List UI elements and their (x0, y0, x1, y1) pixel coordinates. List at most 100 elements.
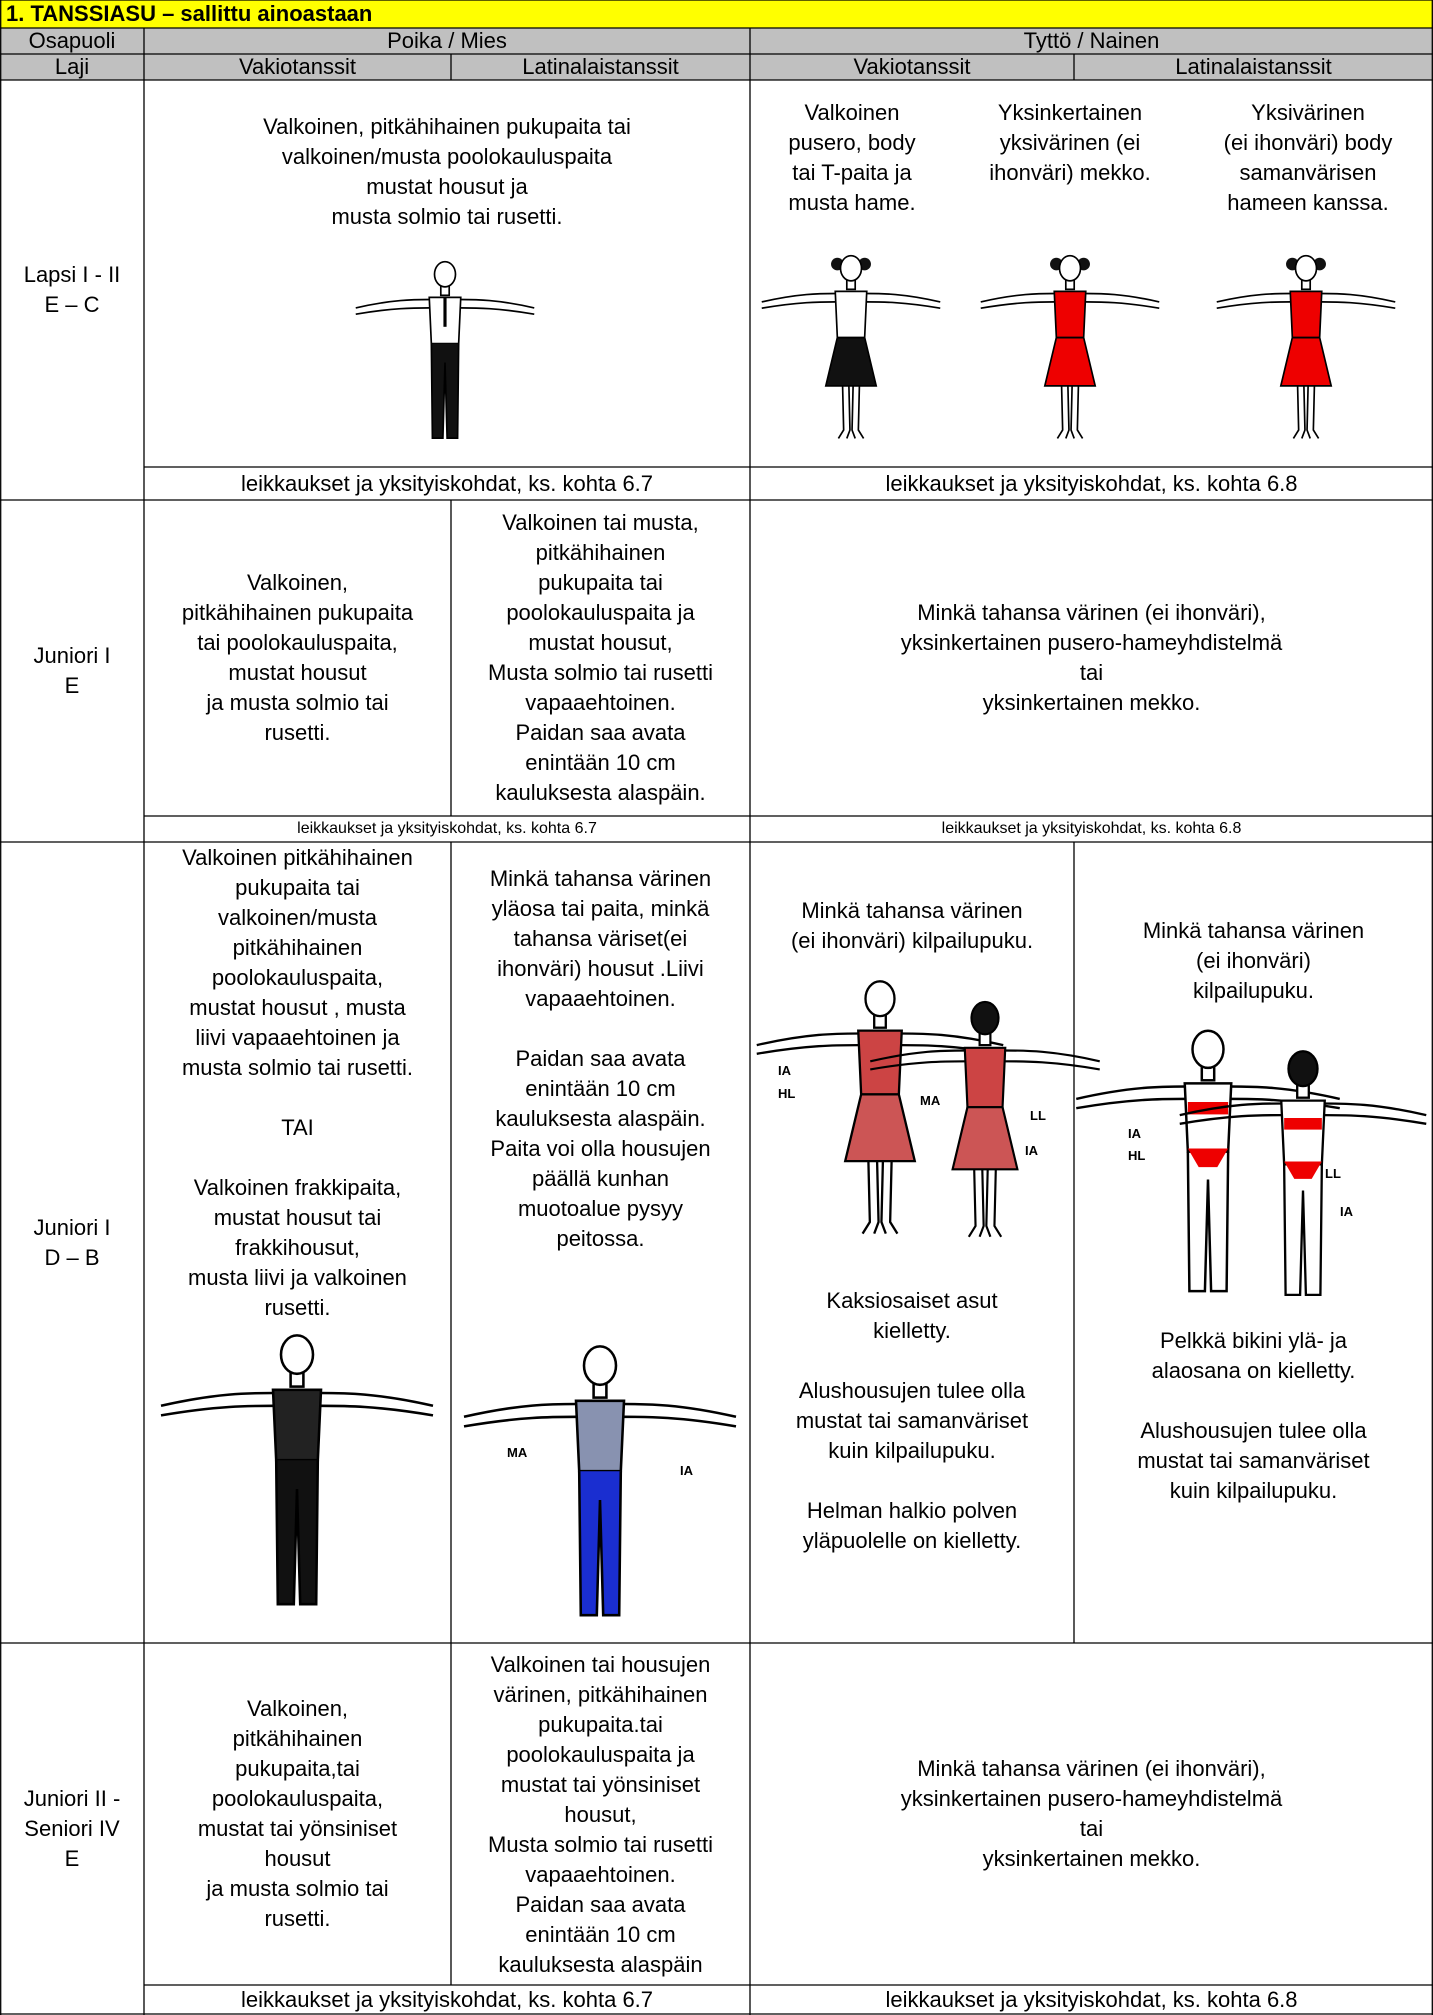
header-cell: Tyttö / Nainen (1023, 28, 1160, 53)
figure (870, 1000, 1100, 1238)
title-bg (0, 0, 1433, 28)
arms-lower (463, 1415, 737, 1428)
figure-label: MA (507, 1445, 528, 1460)
head (1287, 1050, 1319, 1088)
cell-text: Valkoinen tai housujen värinen, pitkähih… (488, 1651, 713, 1977)
skirt (1043, 336, 1097, 387)
head (582, 1345, 618, 1387)
note: leikkaukset ja yksityiskohdat, ks. kohta… (297, 820, 597, 837)
arms-lower (160, 1404, 434, 1417)
figure (160, 1334, 434, 1606)
head (279, 1334, 315, 1376)
torso (574, 1399, 626, 1473)
figure-label: IA (1128, 1126, 1142, 1141)
header-cell: Osapuoli (28, 28, 116, 53)
cell-text: Minkä tahansa värinen (ei ihonväri) kilp… (1142, 918, 1365, 1003)
legs (577, 1471, 623, 1617)
cell-text: Valkoinen pitkähihainen pukupaita tai va… (181, 845, 414, 1320)
torso (963, 1046, 1007, 1109)
legs (1186, 1151, 1230, 1293)
legs (861, 1161, 899, 1235)
head (1058, 254, 1082, 282)
cell-text: Kaksiosaiset asut kielletty. Alushousuje… (795, 1288, 1029, 1553)
legs (430, 343, 460, 439)
cell-text: Valkoinen tai musta, pitkähihainen pukup… (488, 510, 713, 805)
torso (1183, 1082, 1233, 1153)
head (433, 260, 457, 288)
figure-label: IA (1025, 1143, 1039, 1158)
cell-text: Valkoinen, pitkähihainen pukupaita tai p… (181, 570, 414, 745)
header-cell: Latinalaistanssit (522, 54, 679, 79)
figure-label: IA (680, 1463, 694, 1478)
arms-lower (980, 301, 1160, 310)
torso (857, 1029, 903, 1096)
torso (1280, 1099, 1326, 1166)
figure-label: IA (778, 1063, 792, 1078)
arms-lower (355, 307, 535, 316)
figure-label: HL (778, 1086, 795, 1101)
legs (837, 385, 865, 439)
cell-text: Yksinkertainen yksivärinen (ei ihonväri)… (989, 100, 1151, 185)
head (1294, 254, 1318, 282)
head (839, 254, 863, 282)
figure (355, 260, 535, 439)
row-label: Juniori II - Seniori IV E (23, 1786, 121, 1871)
skirt (951, 1106, 1019, 1171)
cell-text: Yksivärinen (ei ihonväri) body samanväri… (1223, 100, 1393, 215)
cell-text: Minkä tahansa värinen (ei ihonväri), yks… (900, 1756, 1283, 1871)
header-cell: Latinalaistanssit (1175, 54, 1332, 79)
row-label: Juniori I E (33, 643, 111, 698)
figure-label: MA (920, 1093, 941, 1108)
row-label: Juniori I D – B (33, 1214, 111, 1270)
cell-text: Valkoinen, pitkähihainen pukupaita tai v… (263, 114, 631, 229)
head (970, 1000, 1000, 1036)
arms-lower (1216, 301, 1396, 310)
row-label: Lapsi I - II E – C (23, 262, 121, 317)
figure (761, 254, 941, 439)
cell-text: Valkoinen pusero, body tai T-paita ja mu… (788, 100, 916, 215)
torso (1053, 290, 1087, 339)
note: leikkaukset ja yksityiskohdat, ks. kohta… (240, 1986, 654, 2012)
header-cell: Vakiotanssit (239, 54, 356, 79)
cell-text: Minkä tahansa värinen (ei ihonväri), yks… (900, 600, 1283, 715)
header-cell: Laji (54, 54, 90, 79)
legs (967, 1169, 1003, 1238)
head (1191, 1029, 1225, 1070)
figure (463, 1345, 737, 1617)
legs (1056, 385, 1084, 439)
bikini-top (1284, 1118, 1322, 1130)
header-cell: Poika / Mies (387, 28, 507, 53)
bikini-bottom (1284, 1161, 1322, 1179)
note: leikkaukset ja yksityiskohdat, ks. kohta… (240, 470, 654, 496)
figure (1075, 1029, 1341, 1293)
arms-lower (761, 301, 941, 310)
cell-text: Valkoinen, pitkähihainen pukupaita,tai p… (197, 1696, 398, 1931)
figure (1216, 254, 1396, 439)
arms-lower (1179, 1113, 1427, 1125)
cell-text: Minkä tahansa värinen yläosa tai paita, … (489, 866, 712, 1251)
figure-label: IA (1340, 1204, 1354, 1219)
figure-label: LL (1325, 1166, 1341, 1181)
cell-text: Pelkkä bikini ylä- ja alaosana on kielle… (1137, 1328, 1370, 1503)
torso (271, 1388, 323, 1462)
torso (834, 290, 868, 339)
skirt (1279, 336, 1333, 387)
skirt (843, 1093, 917, 1163)
figure-label: HL (1128, 1148, 1145, 1163)
figure (1179, 1050, 1427, 1297)
torso (1289, 290, 1323, 339)
bikini-bottom (1187, 1148, 1229, 1168)
header-cell: Vakiotanssit (853, 54, 971, 79)
note: leikkaukset ja yksityiskohdat, ks. kohta… (885, 1986, 1298, 2012)
figure (980, 254, 1160, 439)
skirt (824, 336, 878, 387)
arms-lower (870, 1060, 1100, 1071)
figure (756, 980, 1004, 1235)
legs (1292, 385, 1320, 439)
cell-text: Minkä tahansa värinen (ei ihonväri) kilp… (790, 898, 1034, 953)
head (864, 980, 896, 1018)
legs (274, 1460, 320, 1606)
figure-label: LL (1030, 1108, 1046, 1123)
legs (1282, 1164, 1324, 1297)
